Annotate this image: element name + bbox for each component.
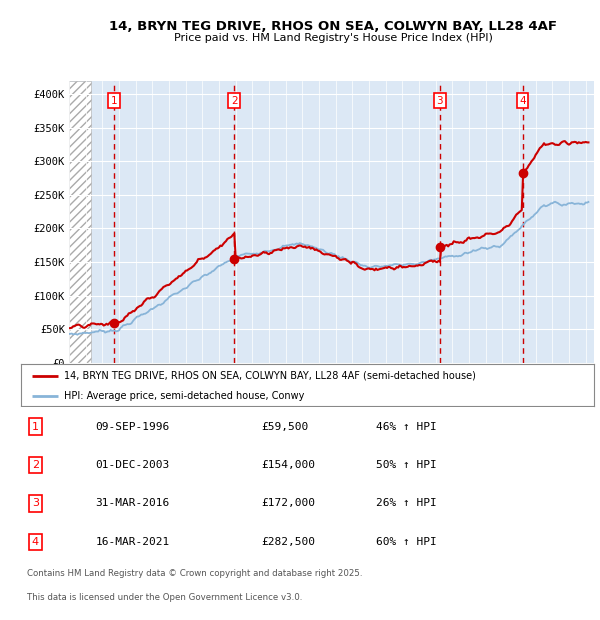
Text: 2: 2 <box>231 95 238 106</box>
Text: HPI: Average price, semi-detached house, Conwy: HPI: Average price, semi-detached house,… <box>64 391 304 401</box>
Text: 2: 2 <box>32 460 39 470</box>
Text: 4: 4 <box>32 537 39 547</box>
Text: £59,500: £59,500 <box>262 422 309 432</box>
Text: 3: 3 <box>437 95 443 106</box>
Text: 50% ↑ HPI: 50% ↑ HPI <box>376 460 437 470</box>
Text: 14, BRYN TEG DRIVE, RHOS ON SEA, COLWYN BAY, LL28 4AF (semi-detached house): 14, BRYN TEG DRIVE, RHOS ON SEA, COLWYN … <box>64 371 476 381</box>
Text: 60% ↑ HPI: 60% ↑ HPI <box>376 537 437 547</box>
Text: 1: 1 <box>32 422 39 432</box>
Text: 31-MAR-2016: 31-MAR-2016 <box>95 498 170 508</box>
Text: Contains HM Land Registry data © Crown copyright and database right 2025.: Contains HM Land Registry data © Crown c… <box>27 569 362 578</box>
Bar <box>69 81 91 363</box>
Text: This data is licensed under the Open Government Licence v3.0.: This data is licensed under the Open Gov… <box>27 593 302 602</box>
Text: 16-MAR-2021: 16-MAR-2021 <box>95 537 170 547</box>
Text: 1: 1 <box>110 95 117 106</box>
Text: £282,500: £282,500 <box>262 537 316 547</box>
Text: 46% ↑ HPI: 46% ↑ HPI <box>376 422 437 432</box>
Text: Price paid vs. HM Land Registry's House Price Index (HPI): Price paid vs. HM Land Registry's House … <box>173 33 493 43</box>
Text: 01-DEC-2003: 01-DEC-2003 <box>95 460 170 470</box>
Text: 4: 4 <box>519 95 526 106</box>
Text: 09-SEP-1996: 09-SEP-1996 <box>95 422 170 432</box>
Text: 26% ↑ HPI: 26% ↑ HPI <box>376 498 437 508</box>
Text: 3: 3 <box>32 498 39 508</box>
Text: £172,000: £172,000 <box>262 498 316 508</box>
Text: 14, BRYN TEG DRIVE, RHOS ON SEA, COLWYN BAY, LL28 4AF: 14, BRYN TEG DRIVE, RHOS ON SEA, COLWYN … <box>109 20 557 33</box>
Text: £154,000: £154,000 <box>262 460 316 470</box>
